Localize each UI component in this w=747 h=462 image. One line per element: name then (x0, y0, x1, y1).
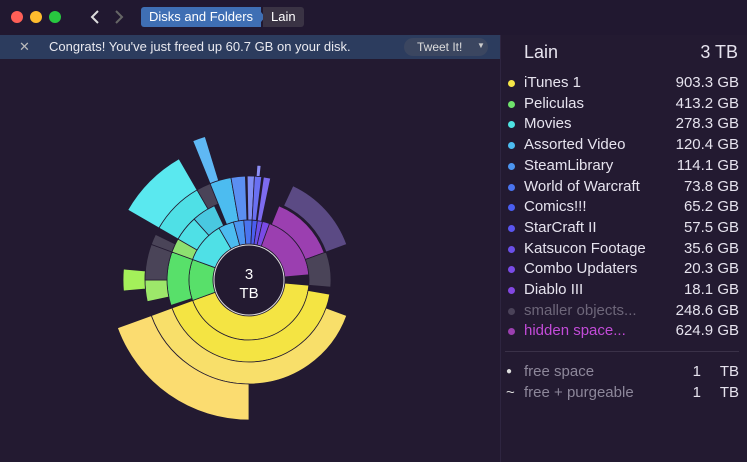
item-size: 35.6 GB (683, 239, 739, 257)
sunburst-segment[interactable] (122, 268, 146, 292)
panel-total: 3 TB (700, 42, 738, 62)
list-row[interactable]: SteamLibrary 114.1 GB (505, 156, 739, 176)
banner-message: Congrats! You've just freed up 60.7 GB o… (49, 39, 351, 54)
color-dot (508, 162, 515, 170)
panel-title: Lain (524, 42, 559, 62)
color-dot (508, 307, 515, 315)
dropdown-arrow[interactable]: ▼ (477, 41, 485, 50)
sunburst-segment[interactable] (255, 164, 262, 178)
sunburst-segment[interactable] (144, 279, 170, 303)
item-size: 20.3 GB (683, 260, 739, 278)
back-arrow[interactable] (90, 10, 99, 24)
item-name: World of Warcraft (524, 177, 640, 195)
list-row[interactable]: smaller objects... 248.6 GB (505, 301, 739, 321)
item-size: 65.2 GB (683, 198, 739, 216)
list-row[interactable]: StarCraft II 57.5 GB (505, 218, 739, 238)
color-dot (508, 266, 515, 274)
item-size: 57.5 GB (683, 218, 739, 236)
list-row[interactable]: Movies 278.3 GB (505, 114, 739, 134)
item-name: Combo Updaters (524, 260, 638, 278)
item-name: SteamLibrary (524, 156, 614, 174)
sunburst (116, 136, 348, 421)
item-name: StarCraft II (524, 218, 597, 236)
item-size: 73.8 GB (683, 177, 739, 195)
list-row[interactable]: Combo Updaters 20.3 GB (505, 259, 739, 279)
item-size: 120.4 GB (675, 136, 739, 154)
center-circle[interactable] (213, 244, 285, 316)
item-name: Assorted Video (524, 136, 626, 154)
free-row: ~ free + purgeable 1 TB (505, 383, 739, 403)
breadcrumb[interactable]: Disks and Folders (141, 7, 262, 27)
color-dot (508, 183, 515, 191)
separator (505, 351, 739, 352)
center-unit: TB (239, 285, 259, 302)
close-button[interactable] (11, 11, 23, 23)
sunburst-segment[interactable] (304, 251, 332, 288)
sunburst-segment[interactable] (127, 158, 198, 229)
toolbar (0, 0, 747, 35)
item-size: 278.3 GB (675, 115, 739, 133)
free-row: ● free space 1 TB (505, 362, 739, 382)
item-size: 18.1 GB (683, 281, 739, 298)
divider (500, 35, 501, 462)
item-name: Katsucon Footage (524, 239, 646, 257)
free-unit: TB (719, 383, 739, 401)
list-row[interactable]: Comics!!! 65.2 GB (505, 197, 739, 217)
item-size: 413.2 GB (675, 94, 739, 112)
item-name: iTunes 1 (524, 74, 581, 91)
sunburst-segment[interactable] (116, 315, 250, 421)
nav-arrows[interactable] (88, 8, 128, 26)
free-value: 1 (692, 363, 701, 380)
color-dot (508, 121, 515, 129)
minimize-button[interactable] (30, 11, 42, 23)
item-size: 114.1 GB (676, 156, 739, 174)
list-row[interactable]: iTunes 1 903.3 GB (505, 73, 739, 93)
sunburst-segment[interactable] (283, 185, 348, 253)
item-name: Diablo III (524, 281, 584, 298)
free-unit: TB (719, 363, 739, 380)
center-value: 3 (244, 266, 254, 283)
list-row[interactable]: hidden space... 624.9 GB (505, 321, 739, 341)
zoom-button[interactable] (49, 11, 61, 23)
sunburst-segment[interactable] (166, 251, 194, 306)
color-dot (508, 245, 515, 253)
close-banner[interactable]: ✕ (19, 39, 30, 54)
color-dot (508, 204, 515, 212)
tweet-label[interactable]: Tweet It! (417, 40, 463, 54)
item-name: smaller objects... (524, 301, 637, 319)
breadcrumb[interactable]: Lain (263, 7, 304, 27)
free-name: free + purgeable (524, 383, 634, 401)
item-name: Movies (524, 115, 572, 133)
forward-arrow[interactable] (115, 10, 124, 24)
item-name: Peliculas (524, 94, 585, 112)
free-value: 1 (692, 383, 701, 401)
list-row[interactable]: Assorted Video 120.4 GB (505, 135, 739, 155)
color-dot (508, 80, 515, 87)
color-dot (508, 328, 515, 336)
item-size: 248.6 GB (675, 301, 739, 319)
color-dot (508, 100, 515, 108)
free-symbol: ● (506, 366, 513, 377)
breadcrumb-arrow (257, 7, 265, 27)
color-dot (508, 224, 515, 232)
free-name: free space (524, 363, 595, 380)
free-symbol: ~ (506, 383, 515, 401)
list-row[interactable]: Peliculas 413.2 GB (505, 94, 739, 114)
list-row[interactable]: World of Warcraft 73.8 GB (505, 177, 739, 197)
item-size: 903.3 GB (675, 74, 739, 91)
color-dot (508, 142, 515, 150)
item-name: Comics!!! (524, 198, 587, 216)
sunburst-segment[interactable] (256, 176, 272, 222)
list-row[interactable]: Katsucon Footage 35.6 GB (505, 239, 739, 259)
tweet-button[interactable] (404, 38, 488, 56)
list-row[interactable]: Diablo III 18.1 GB (505, 280, 739, 300)
item-size: 624.9 GB (675, 322, 739, 340)
item-name: hidden space... (524, 322, 626, 340)
color-dot (508, 287, 515, 294)
sunburst-segment[interactable] (150, 233, 176, 253)
sunburst-segment[interactable] (192, 136, 220, 185)
